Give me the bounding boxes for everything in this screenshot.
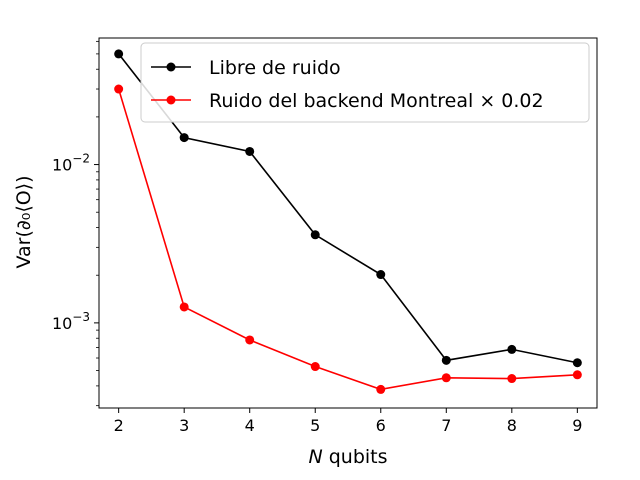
data-point-1-5	[310, 362, 320, 372]
data-point-0-8	[507, 344, 517, 354]
axis-ticks: 2 3 4 5 6 7 8 910−310−2	[52, 40, 582, 435]
y-tick-label-exponent: −2	[72, 152, 90, 166]
x-tick-label-3: 3	[179, 416, 189, 435]
x-axis-label: N qubits	[308, 446, 387, 468]
y-tick-label-base: 10	[52, 314, 72, 333]
x-tick-label-2: 2	[114, 416, 124, 435]
y-tick-label-1: 10−2	[52, 152, 90, 175]
x-axis-label-italic: N	[308, 446, 322, 468]
series-line-0	[118, 53, 578, 364]
y-tick-label-exponent: −3	[72, 310, 90, 324]
series-1	[114, 84, 582, 394]
legend-box	[140, 42, 590, 123]
data-point-1-8	[507, 374, 517, 384]
data-point-1-9	[572, 370, 582, 380]
y-tick-label-base: 10	[52, 156, 72, 175]
x-tick-label-7: 7	[441, 416, 451, 435]
data-point-0-3	[179, 133, 189, 143]
series-line-1	[117, 88, 578, 391]
y-tick-label-0: 10−3	[52, 310, 90, 333]
series-layer	[114, 49, 582, 394]
legend-marker-0	[166, 62, 176, 72]
data-point-1-6	[376, 384, 386, 394]
data-point-1-3	[179, 302, 189, 312]
x-tick-label-5: 5	[310, 416, 320, 435]
legend-label-1: Ruido del backend Montreal × 0.02	[209, 90, 544, 112]
data-point-0-2	[114, 49, 124, 59]
x-axis-label-rest: qubits	[323, 446, 388, 468]
data-point-1-7	[441, 373, 451, 383]
data-point-0-5	[310, 230, 320, 240]
plot-frame	[98, 37, 598, 409]
series-0	[114, 49, 582, 368]
x-tick-label-4: 4	[245, 416, 255, 435]
data-point-0-9	[572, 358, 582, 368]
x-tick-label-9: 9	[572, 416, 582, 435]
data-point-1-4	[245, 335, 255, 345]
data-point-0-6	[376, 270, 386, 280]
legend-marker-1	[166, 95, 176, 105]
legend: Libre de ruido Ruido del backend Montreal…	[140, 42, 590, 123]
legend-label-0: Libre de ruido	[209, 57, 341, 79]
data-point-1-2	[114, 84, 124, 94]
x-tick-label-6: 6	[376, 416, 386, 435]
data-point-0-7	[441, 355, 451, 365]
y-axis-label: Var(∂₀⟨O⟩)	[13, 175, 35, 268]
data-point-0-4	[245, 146, 255, 156]
x-tick-label-8: 8	[507, 416, 517, 435]
